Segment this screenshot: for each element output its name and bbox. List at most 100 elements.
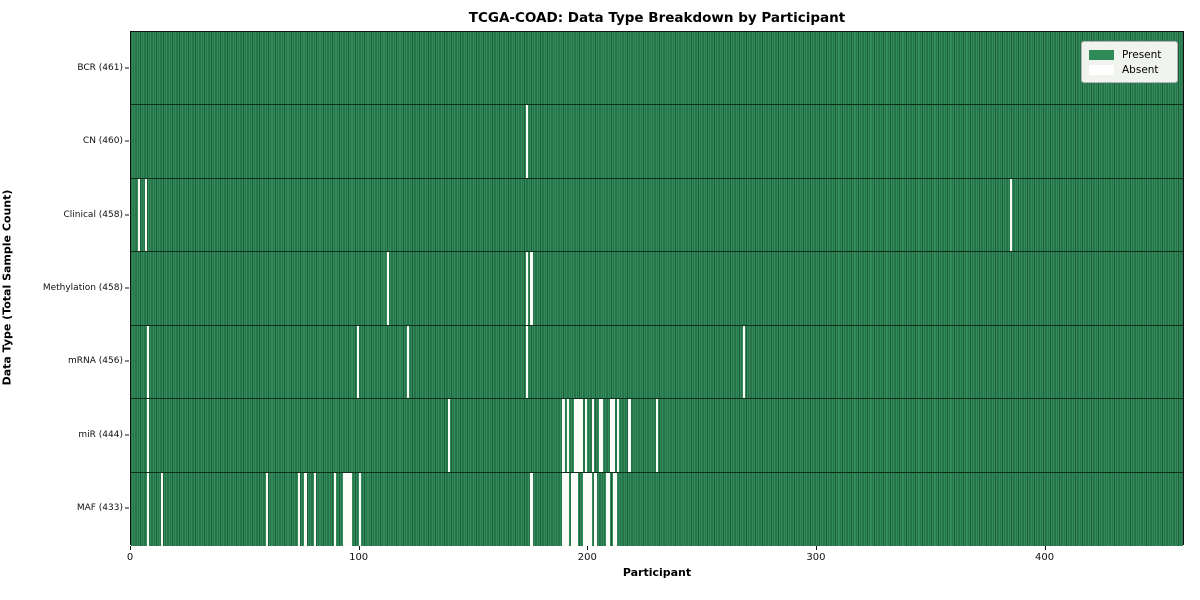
absent-bar (566, 399, 570, 472)
ytick-mark (125, 214, 129, 216)
x-axis-title: Participant (622, 566, 692, 579)
absent-bar (587, 472, 590, 546)
absent-bar (530, 252, 533, 325)
absent-bar (628, 399, 631, 472)
xtick-label-400: 400 (1034, 552, 1055, 563)
absent-bar (617, 399, 620, 472)
absent-bar (525, 252, 529, 325)
absent-bar (578, 399, 581, 472)
ytick-mark (125, 287, 129, 289)
xtick-label-200: 200 (577, 552, 597, 563)
xtick-mark (587, 546, 589, 550)
absent-bar (612, 472, 615, 546)
ytick-label-mRNA: mRNA (456) (68, 356, 123, 367)
plot-area: Present Absent (130, 31, 1184, 546)
absent-bar (575, 472, 579, 546)
ytick-label-MAF: MAF (433) (76, 503, 123, 514)
absent-bar (612, 399, 615, 472)
absent-bar (334, 472, 337, 546)
absent-bar (265, 472, 268, 546)
absent-bar (144, 178, 147, 252)
ytick-mark (125, 67, 129, 69)
xtick-mark (130, 546, 131, 550)
xtick-mark (815, 546, 817, 550)
absent-bar (407, 325, 410, 399)
absent-bar (525, 105, 529, 178)
absent-bar (598, 399, 602, 472)
absent-bar (343, 472, 346, 546)
absent-bar (580, 399, 583, 472)
chart-title: TCGA-COAD: Data Type Breakdown by Partic… (468, 10, 846, 26)
absent-bar (160, 472, 163, 546)
absent-bar (313, 472, 316, 546)
heatmap-row-MAF (131, 472, 1183, 546)
y-axis-title: Data Type (Total Sample Count) (0, 189, 14, 386)
absent-bar (585, 472, 588, 546)
absent-bar (525, 325, 529, 399)
absent-bar (146, 325, 150, 399)
absent-bar (448, 399, 451, 472)
absent-bar (359, 472, 362, 546)
absent-bar (585, 399, 588, 472)
absent-bar (607, 472, 611, 546)
absent-bar (345, 472, 348, 546)
absent-bar (594, 472, 597, 546)
legend-absent-label: Absent (1122, 63, 1159, 76)
absent-bar (655, 399, 659, 472)
absent-bar (605, 472, 608, 546)
heatmap-row-BCR (131, 32, 1183, 106)
heatmap-row-Methylation (131, 252, 1183, 326)
ytick-label-Methylation: Methylation (458) (42, 283, 123, 293)
legend-present-swatch (1089, 49, 1114, 60)
absent-bar (742, 325, 745, 399)
ytick-label-Clinical: Clinical (458) (63, 209, 123, 220)
legend-present-label: Present (1122, 48, 1162, 61)
absent-bar (1009, 178, 1012, 252)
absent-bar (350, 472, 353, 546)
absent-bar (347, 472, 351, 546)
heatmap-rows (131, 32, 1183, 546)
absent-bar (589, 472, 592, 546)
legend: Present Absent (1081, 41, 1178, 83)
legend-entry-absent: Absent (1089, 62, 1169, 77)
ytick-mark (125, 360, 129, 362)
legend-entry-present: Present (1089, 47, 1169, 62)
absent-bar (610, 399, 613, 472)
xtick-mark (358, 546, 360, 550)
heatmap-row-CN (131, 105, 1183, 179)
absent-bar (530, 472, 533, 546)
absent-bar (562, 472, 565, 546)
absent-bar (562, 399, 565, 472)
absent-bar (146, 472, 150, 546)
absent-bar (564, 472, 567, 546)
absent-bar (573, 472, 576, 546)
absent-bar (386, 252, 389, 325)
absent-bar (582, 472, 586, 546)
heatmap-row-Clinical (131, 178, 1183, 253)
legend-absent-swatch (1089, 64, 1114, 75)
absent-bar (297, 472, 300, 546)
ytick-label-BCR: BCR (461) (77, 62, 123, 73)
absent-bar (566, 472, 570, 546)
xtick-label-100: 100 (349, 552, 369, 563)
ytick-mark (125, 507, 129, 509)
xtick-mark (1044, 546, 1046, 550)
absent-bar (591, 399, 595, 472)
heatmap-row-mRNA (131, 325, 1183, 400)
xtick-label-0: 0 (126, 552, 134, 563)
ytick-label-miR: miR (444) (78, 429, 123, 440)
ytick-mark (125, 140, 129, 142)
absent-bar (356, 325, 360, 399)
ytick-label-CN: CN (460) (82, 136, 123, 147)
absent-bar (575, 399, 579, 472)
absent-bar (573, 399, 576, 472)
absent-bar (137, 178, 141, 252)
xtick-label-300: 300 (806, 552, 826, 563)
ytick-mark (125, 434, 129, 436)
heatmap-row-miR (131, 399, 1183, 473)
absent-bar (571, 472, 574, 546)
absent-bar (146, 399, 150, 472)
absent-bar (614, 472, 618, 546)
absent-bar (601, 399, 604, 472)
